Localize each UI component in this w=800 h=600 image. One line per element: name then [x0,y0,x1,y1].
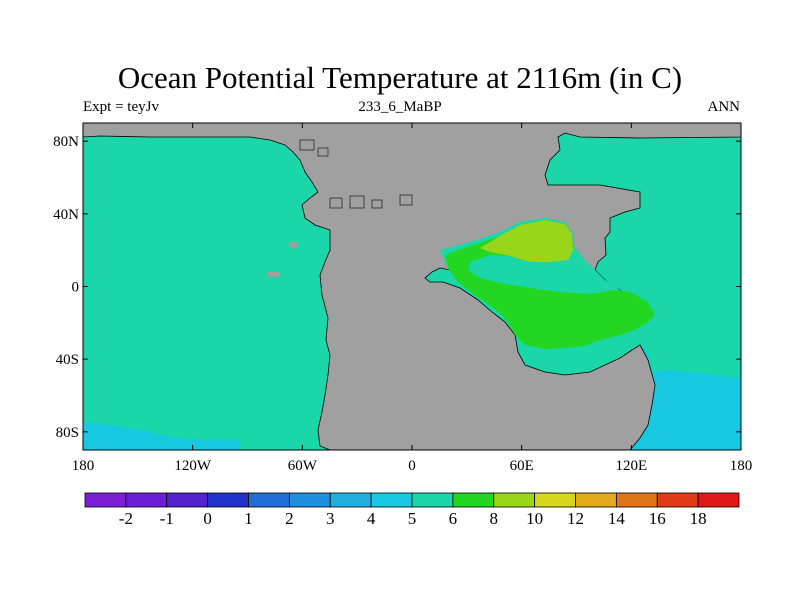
y-tick-label: 80S [56,425,79,441]
colorbar-swatch [166,492,209,508]
colorbar-label: 5 [408,509,417,528]
y-tick-label: 0 [72,280,80,296]
colorbar-label: 0 [203,509,212,528]
islands [268,139,413,277]
colorbar-label: 1 [244,509,253,528]
colorbar-swatch [329,492,372,508]
colorbar-label: 12 [567,509,584,528]
y-tick-label: 40S [56,352,79,368]
colorbar-label: 10 [526,509,543,528]
colorbar-label: 6 [449,509,458,528]
colorbar-swatch [248,492,290,508]
cold-water-south-east [630,345,741,450]
y-axis: 80N 40N 0 40S 80S [53,134,741,441]
colorbar-swatch [534,492,576,508]
colorbar: -2 -1 0 1 2 3 4 5 6 8 10 12 14 16 18 [84,492,740,528]
colorbar-swatch [288,492,331,508]
colorbar-swatch [615,492,658,508]
season-label: ANN [707,99,741,115]
x-axis: 180 120W 60W 0 60E 120E 180 [72,123,753,474]
land-supercontinent [82,122,742,451]
colorbar-swatch [125,492,168,508]
y-tick-label: 80N [53,134,79,150]
map-panel [82,122,742,451]
colorbar-label: -1 [160,509,174,528]
colorbar-swatch [697,492,740,508]
colorbar-swatch [493,492,536,508]
colorbar-swatch [575,492,617,508]
colorbar-label: 16 [649,509,666,528]
colorbar-swatch [370,492,413,508]
colorbar-label: 3 [326,509,335,528]
x-tick-label: 180 [730,458,753,474]
warmest-water-pocket [480,220,573,262]
colorbar-swatch [411,492,454,508]
experiment-label: Expt = teyJv [83,99,159,115]
colorbar-label: -2 [119,509,133,528]
map-title: Ocean Potential Temperature at 2116m (in… [117,60,683,95]
colorbar-label: 14 [608,509,626,528]
colorbar-swatch [656,492,699,508]
age-label: 233_6_MaBP [358,99,442,115]
x-tick-label: 180 [72,458,95,474]
x-tick-label: 120E [615,458,647,474]
colorbar-label: 4 [367,509,376,528]
colorbar-swatch [452,492,495,508]
x-tick-label: 0 [408,458,416,474]
x-tick-label: 60E [510,458,534,474]
x-tick-label: 60W [288,458,318,474]
colorbar-label: 18 [690,509,707,528]
colorbar-label: 8 [490,509,499,528]
colorbar-swatch [84,492,127,508]
colorbar-swatch [207,492,249,508]
y-tick-label: 40N [53,207,79,223]
cold-water-south-west [83,423,240,450]
x-tick-label: 120W [174,458,212,474]
colorbar-label: 2 [285,509,294,528]
